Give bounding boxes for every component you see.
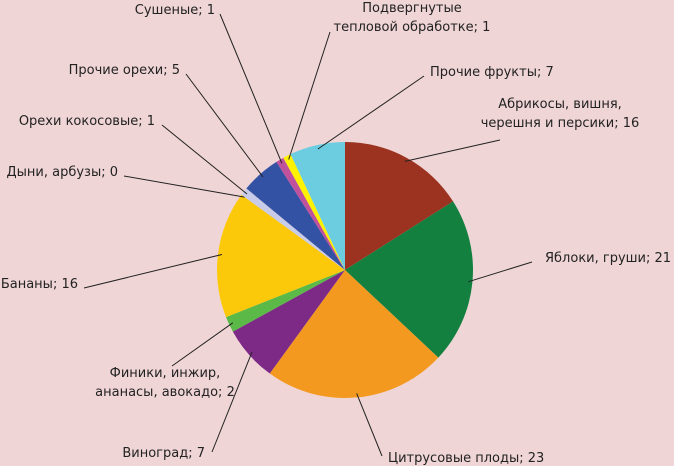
label-line: Дыни, арбузы; 0 [6, 165, 118, 180]
label-line: Прочие фрукты; 7 [430, 65, 554, 80]
pie-slice [225, 270, 345, 332]
leader-line [317, 75, 425, 150]
leader-line [185, 73, 264, 178]
leader-line [356, 393, 383, 457]
leader-line [211, 351, 253, 453]
pie-slice [290, 142, 345, 270]
pie-slice [232, 270, 345, 374]
leader-line [161, 124, 248, 195]
leader-line [123, 175, 245, 198]
label-line: Сушеные; 1 [135, 3, 215, 18]
pie-slice [345, 201, 473, 358]
label-line: тепловой обработке; 1 [334, 20, 491, 35]
label-line: Яблоки, груши; 21 [545, 251, 671, 266]
leader-line [171, 322, 234, 367]
leader-line [404, 139, 501, 162]
label-line: Бананы; 16 [1, 277, 78, 292]
label-line: Абрикосы, вишня, [498, 97, 622, 112]
leader-line [83, 253, 223, 289]
pie-slice [217, 194, 345, 318]
data-label: Дыни, арбузы; 0 [6, 165, 118, 180]
pie-slice [241, 188, 345, 270]
data-label: Сушеные; 1 [135, 3, 215, 18]
label-line: Орехи кокосовые; 1 [19, 114, 155, 129]
data-label: Яблоки, груши; 21 [545, 251, 671, 266]
label-line: ананасы, авокадо; 2 [95, 385, 235, 400]
leader-line [219, 13, 283, 164]
pie-slice [345, 142, 454, 270]
label-line: черешня и персики; 16 [481, 116, 640, 131]
data-label: Орехи кокосовые; 1 [19, 114, 155, 129]
label-line: Финики, инжир, [110, 366, 221, 381]
pie-slice [269, 270, 439, 398]
data-label: Абрикосы, вишня, черешня и персики; 16 [481, 97, 640, 131]
data-label: Цитрусовые плоды; 23 [388, 451, 544, 466]
leader-line [468, 261, 533, 283]
data-label: Финики, инжир, ананасы, авокадо; 2 [95, 366, 235, 400]
label-line: Подвергнутые [362, 1, 462, 16]
data-label: Подвергнутые тепловой обработке; 1 [334, 1, 491, 35]
label-line: Цитрусовые плоды; 23 [388, 451, 544, 466]
label-line: Прочие орехи; 5 [69, 63, 180, 78]
label-line: Виноград; 7 [122, 446, 205, 461]
pie-slice [276, 157, 345, 270]
data-label: Прочие фрукты; 7 [430, 65, 554, 80]
data-label: Виноград; 7 [122, 446, 205, 461]
leader-line [288, 31, 331, 160]
pie-slice [283, 154, 345, 270]
data-label: Прочие орехи; 5 [69, 63, 180, 78]
data-label: Бананы; 16 [1, 277, 78, 292]
pie-slice [246, 161, 345, 270]
